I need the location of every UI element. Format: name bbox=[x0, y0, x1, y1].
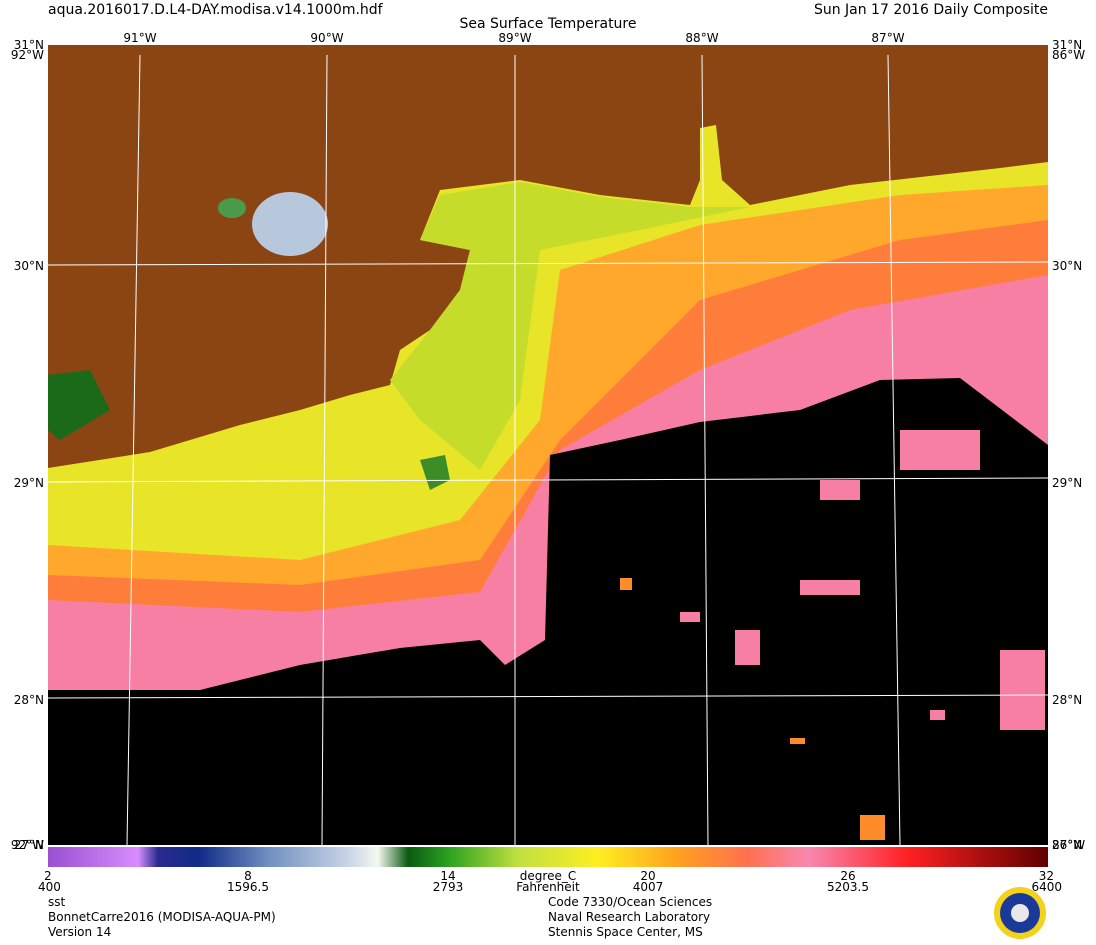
colorbar-label-2: 4007 bbox=[633, 880, 664, 894]
colorbar-label-2: 1596.5 bbox=[227, 880, 269, 894]
footer-right: Stennis Space Center, MS bbox=[548, 925, 703, 939]
cloud-gaps-warm bbox=[620, 578, 885, 840]
lat-label: 29°N bbox=[14, 476, 44, 490]
colorbar-label: 8 bbox=[244, 869, 252, 883]
lon-label: 88°W bbox=[685, 31, 718, 45]
colorbar-unit: degree_C bbox=[520, 869, 576, 883]
nrl-logo bbox=[994, 887, 1046, 939]
lat-label: 31°N bbox=[1052, 38, 1082, 52]
lon-label: 91°W bbox=[123, 31, 156, 45]
colorbar-label-2: 2793 bbox=[433, 880, 464, 894]
lat-label: 27°N bbox=[1052, 838, 1082, 852]
lat-label: 31°N bbox=[14, 38, 44, 52]
date: Sun Jan 17 2016 Daily Composite bbox=[814, 2, 1048, 18]
footer-right: Code 7330/Ocean Sciences bbox=[548, 895, 712, 909]
lon-label: 86°W bbox=[1052, 48, 1085, 62]
lat-label: 29°N bbox=[1052, 476, 1082, 490]
lon-label: 92°W bbox=[11, 838, 44, 852]
colorbar-label-2: 400 bbox=[38, 880, 61, 894]
lon-label: 90°W bbox=[310, 31, 343, 45]
colorbar-label: 14 bbox=[440, 869, 455, 883]
footer-left: Version 14 bbox=[48, 925, 111, 939]
west-marsh bbox=[48, 370, 110, 440]
colorbar-label-2: 6400 bbox=[1031, 880, 1062, 894]
cloud-gaps bbox=[680, 430, 1045, 730]
colorbar-label: 20 bbox=[640, 869, 655, 883]
map bbox=[48, 45, 1048, 845]
lon-label: 87°W bbox=[871, 31, 904, 45]
colorbar bbox=[48, 847, 1048, 867]
lat-label: 28°N bbox=[14, 693, 44, 707]
lat-label: 30°N bbox=[14, 259, 44, 273]
lat-label: 27°N bbox=[14, 838, 44, 852]
delta-green bbox=[420, 455, 450, 490]
lat-label: 28°N bbox=[1052, 693, 1082, 707]
colorbar-unit-2: Fahrenheit bbox=[516, 880, 580, 894]
footer-left: BonnetCarre2016 (MODISA-AQUA-PM) bbox=[48, 910, 276, 924]
colorbar-label: 26 bbox=[840, 869, 855, 883]
filename: aqua.2016017.D.L4-DAY.modisa.v14.1000m.h… bbox=[48, 2, 384, 18]
cloud-cover bbox=[48, 378, 1048, 845]
footer-left: sst bbox=[48, 895, 66, 909]
title: Sea Surface Temperature bbox=[460, 16, 637, 32]
lon-label: 86°W bbox=[1052, 838, 1085, 852]
lake-pontchartrain bbox=[252, 192, 328, 256]
lon-label: 89°W bbox=[498, 31, 531, 45]
nearshore-green bbox=[390, 182, 750, 470]
lon-label: 92°W bbox=[11, 48, 44, 62]
colorbar-label-2: 5203.5 bbox=[827, 880, 869, 894]
lake-maurepas bbox=[218, 198, 246, 218]
colorbar-label: 2 bbox=[44, 869, 52, 883]
lat-label: 30°N bbox=[1052, 259, 1082, 273]
footer-right: Naval Research Laboratory bbox=[548, 910, 710, 924]
graticule bbox=[47, 54, 1049, 846]
colorbar-label: 32 bbox=[1039, 869, 1054, 883]
